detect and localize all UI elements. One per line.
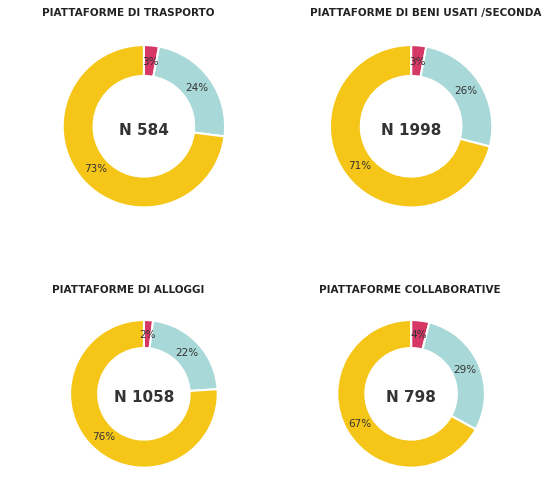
Text: 29%: 29% bbox=[454, 366, 477, 375]
Text: 3%: 3% bbox=[142, 57, 158, 66]
Wedge shape bbox=[421, 47, 492, 146]
Text: PIATTAFORME COLLABORATIVE: PIATTAFORME COLLABORATIVE bbox=[319, 285, 501, 295]
Wedge shape bbox=[144, 45, 159, 77]
Wedge shape bbox=[144, 320, 153, 348]
Wedge shape bbox=[150, 320, 218, 391]
Text: 73%: 73% bbox=[84, 164, 107, 174]
Wedge shape bbox=[153, 47, 225, 136]
Wedge shape bbox=[330, 45, 490, 207]
Wedge shape bbox=[411, 45, 426, 77]
Text: 71%: 71% bbox=[348, 161, 371, 171]
Text: 26%: 26% bbox=[455, 86, 477, 97]
Wedge shape bbox=[411, 320, 430, 350]
Text: 22%: 22% bbox=[175, 348, 199, 359]
Wedge shape bbox=[70, 320, 218, 468]
Text: 24%: 24% bbox=[185, 83, 208, 93]
Text: 4%: 4% bbox=[410, 330, 427, 340]
Text: 2%: 2% bbox=[139, 330, 156, 340]
Text: 76%: 76% bbox=[92, 432, 115, 442]
Text: PIATTAFORME DI TRASPORTO: PIATTAFORME DI TRASPORTO bbox=[42, 8, 215, 18]
Text: N 1998: N 1998 bbox=[381, 123, 441, 138]
Text: N 1058: N 1058 bbox=[114, 390, 174, 405]
Wedge shape bbox=[422, 322, 485, 430]
Wedge shape bbox=[63, 45, 224, 207]
Text: N 584: N 584 bbox=[119, 123, 169, 138]
Wedge shape bbox=[337, 320, 476, 468]
Text: PIATTAFORME DI ALLOGGI: PIATTAFORME DI ALLOGGI bbox=[52, 285, 204, 295]
Legend: Molto insoddisfatto (1–4), Mediamente soddisfatto (5–7), Molto soddisfatto (8–10: Molto insoddisfatto (1–4), Mediamente so… bbox=[152, 245, 313, 285]
Text: 67%: 67% bbox=[349, 419, 372, 429]
Text: PIATTAFORME DI BENI USATI /SECONDA: PIATTAFORME DI BENI USATI /SECONDA bbox=[310, 8, 541, 18]
Text: N 798: N 798 bbox=[386, 390, 436, 405]
Text: 3%: 3% bbox=[409, 57, 426, 66]
